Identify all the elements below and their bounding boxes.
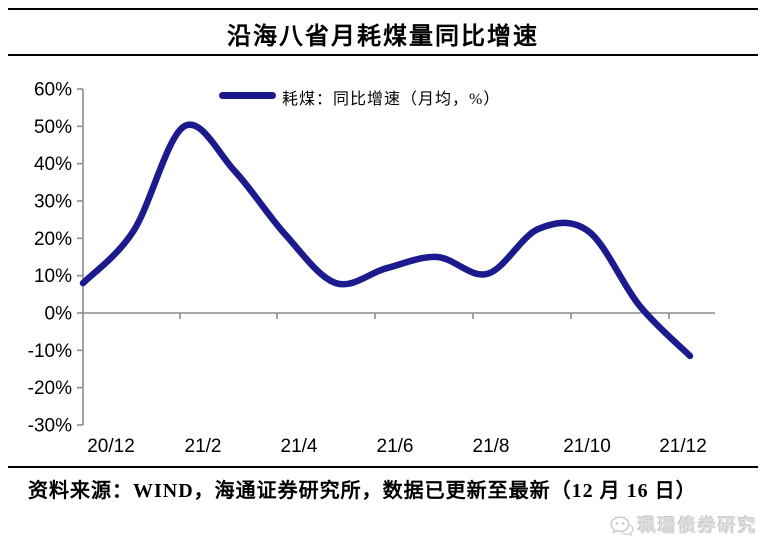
y-tick-label: -20%: [28, 378, 72, 399]
watermark: 珮珊债券研究: [610, 512, 758, 538]
title-bottom-rule: [8, 54, 758, 56]
x-tick-label: 21/12: [659, 436, 707, 457]
x-tick-label: 21/10: [563, 436, 611, 457]
y-tick-label: -30%: [28, 416, 72, 437]
x-tick-label: 21/8: [473, 436, 510, 457]
y-tick-label: 0%: [45, 304, 73, 325]
title-top-rule: [8, 8, 758, 10]
legend-label: 耗煤：同比增速（月均，%）: [282, 91, 501, 108]
legend-line-swatch: [219, 92, 276, 99]
wechat-chat-bubble-icon: [610, 516, 634, 537]
watermark-text: 珮珊债券研究: [638, 516, 758, 536]
source-note: 资料来源：WIND，海通证券研究所，数据已更新至最新（12 月 16 日）: [28, 480, 697, 502]
y-tick-label: -10%: [28, 341, 72, 362]
page-title: 沿海八省月耗煤量同比增速: [227, 24, 539, 50]
footer-rule: [8, 466, 758, 468]
y-tick-label: 20%: [34, 229, 72, 250]
coal-consumption-growth-line: [79, 121, 694, 360]
y-tick-label: 50%: [34, 117, 72, 138]
y-tick-label: 40%: [34, 154, 72, 175]
y-tick-label: 60%: [34, 80, 72, 101]
x-tick-label: 21/2: [185, 436, 222, 457]
x-tick-label: 20/12: [87, 436, 135, 457]
y-tick-label: 10%: [34, 266, 72, 287]
x-tick-label: 21/6: [377, 436, 414, 457]
y-tick-label: 30%: [34, 192, 72, 213]
x-tick-label: 21/4: [281, 436, 318, 457]
